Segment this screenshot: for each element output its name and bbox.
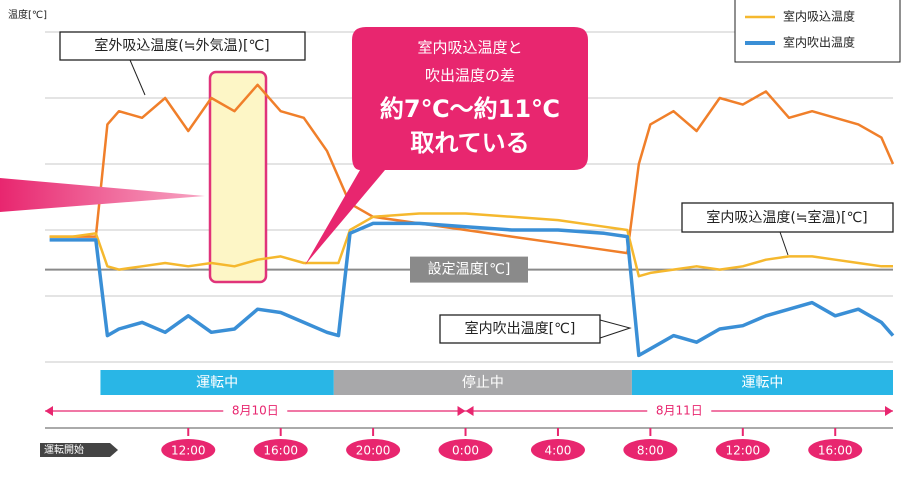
annotation-box: [59, 31, 306, 61]
y-axis-label: 温度[℃]: [8, 8, 47, 21]
arrow-head: [45, 406, 53, 416]
x-tick-badge: [253, 439, 308, 461]
phase-band: [100, 370, 334, 395]
x-tick-label: 4:00: [544, 444, 571, 458]
date-label: 8月10日: [232, 404, 279, 418]
legend: [734, 0, 901, 63]
callout-text: 約7℃〜約11℃: [380, 95, 560, 123]
callout-text: 取れている: [410, 129, 529, 157]
annotation-box: [439, 314, 601, 344]
arrow-head: [465, 406, 474, 416]
x-tick-label: 20:00: [356, 444, 391, 458]
legend-label: 室内吹出温度: [783, 35, 855, 50]
highlight-box: [208, 70, 268, 284]
x-tick-label: 8:00: [637, 444, 664, 458]
callout-balloon: [305, 27, 588, 265]
x-tick-badge: [623, 439, 678, 461]
x-tick-label: 16:00: [818, 444, 853, 458]
x-tick-label: 12:00: [171, 444, 206, 458]
annotation-box: [681, 202, 894, 233]
date-bg: [223, 403, 288, 419]
phase-label: 運転中: [196, 375, 238, 391]
x-tick-badge: [438, 439, 493, 461]
series-line: [49, 212, 893, 278]
legend-label: 室内吸込温度: [783, 9, 855, 24]
callout-text: 室内吸込温度と: [417, 39, 522, 57]
start-label: 運転開始: [44, 443, 84, 456]
leader: [779, 231, 789, 256]
leader: [599, 319, 632, 339]
annotation: 室内吹出温度[℃]: [465, 320, 576, 337]
annotation: 室外吸込温度(≒外気温)[℃]: [94, 37, 269, 54]
x-tick-badge: [346, 439, 401, 461]
annotation: 室内吸込温度(≒室温)[℃]: [706, 209, 867, 226]
callout-text: 吹出温度の差: [425, 67, 515, 85]
x-tick-badge: [715, 439, 770, 461]
start-badge: [40, 443, 118, 457]
x-tick-badge: [161, 439, 216, 461]
phase-band: [631, 370, 893, 395]
x-tick-label: 12:00: [726, 444, 761, 458]
setpoint-box: [410, 256, 528, 283]
leader: [129, 59, 146, 96]
phase-label: 運転中: [741, 375, 783, 391]
x-tick-label: 16:00: [263, 444, 298, 458]
phase-band: [333, 370, 632, 395]
arrow-head: [457, 406, 466, 416]
x-tick-badge: [808, 439, 863, 461]
series-line: [49, 221, 895, 358]
pointer-wedge: [0, 178, 205, 212]
date-bg: [647, 403, 712, 419]
x-tick-label: 0:00: [452, 444, 479, 458]
phase-label: 停止中: [462, 374, 504, 391]
arrow-head: [885, 406, 893, 416]
date-label: 8月11日: [656, 404, 703, 418]
x-tick-badge: [530, 439, 585, 461]
setpoint-label: 設定温度[℃]: [428, 262, 511, 278]
